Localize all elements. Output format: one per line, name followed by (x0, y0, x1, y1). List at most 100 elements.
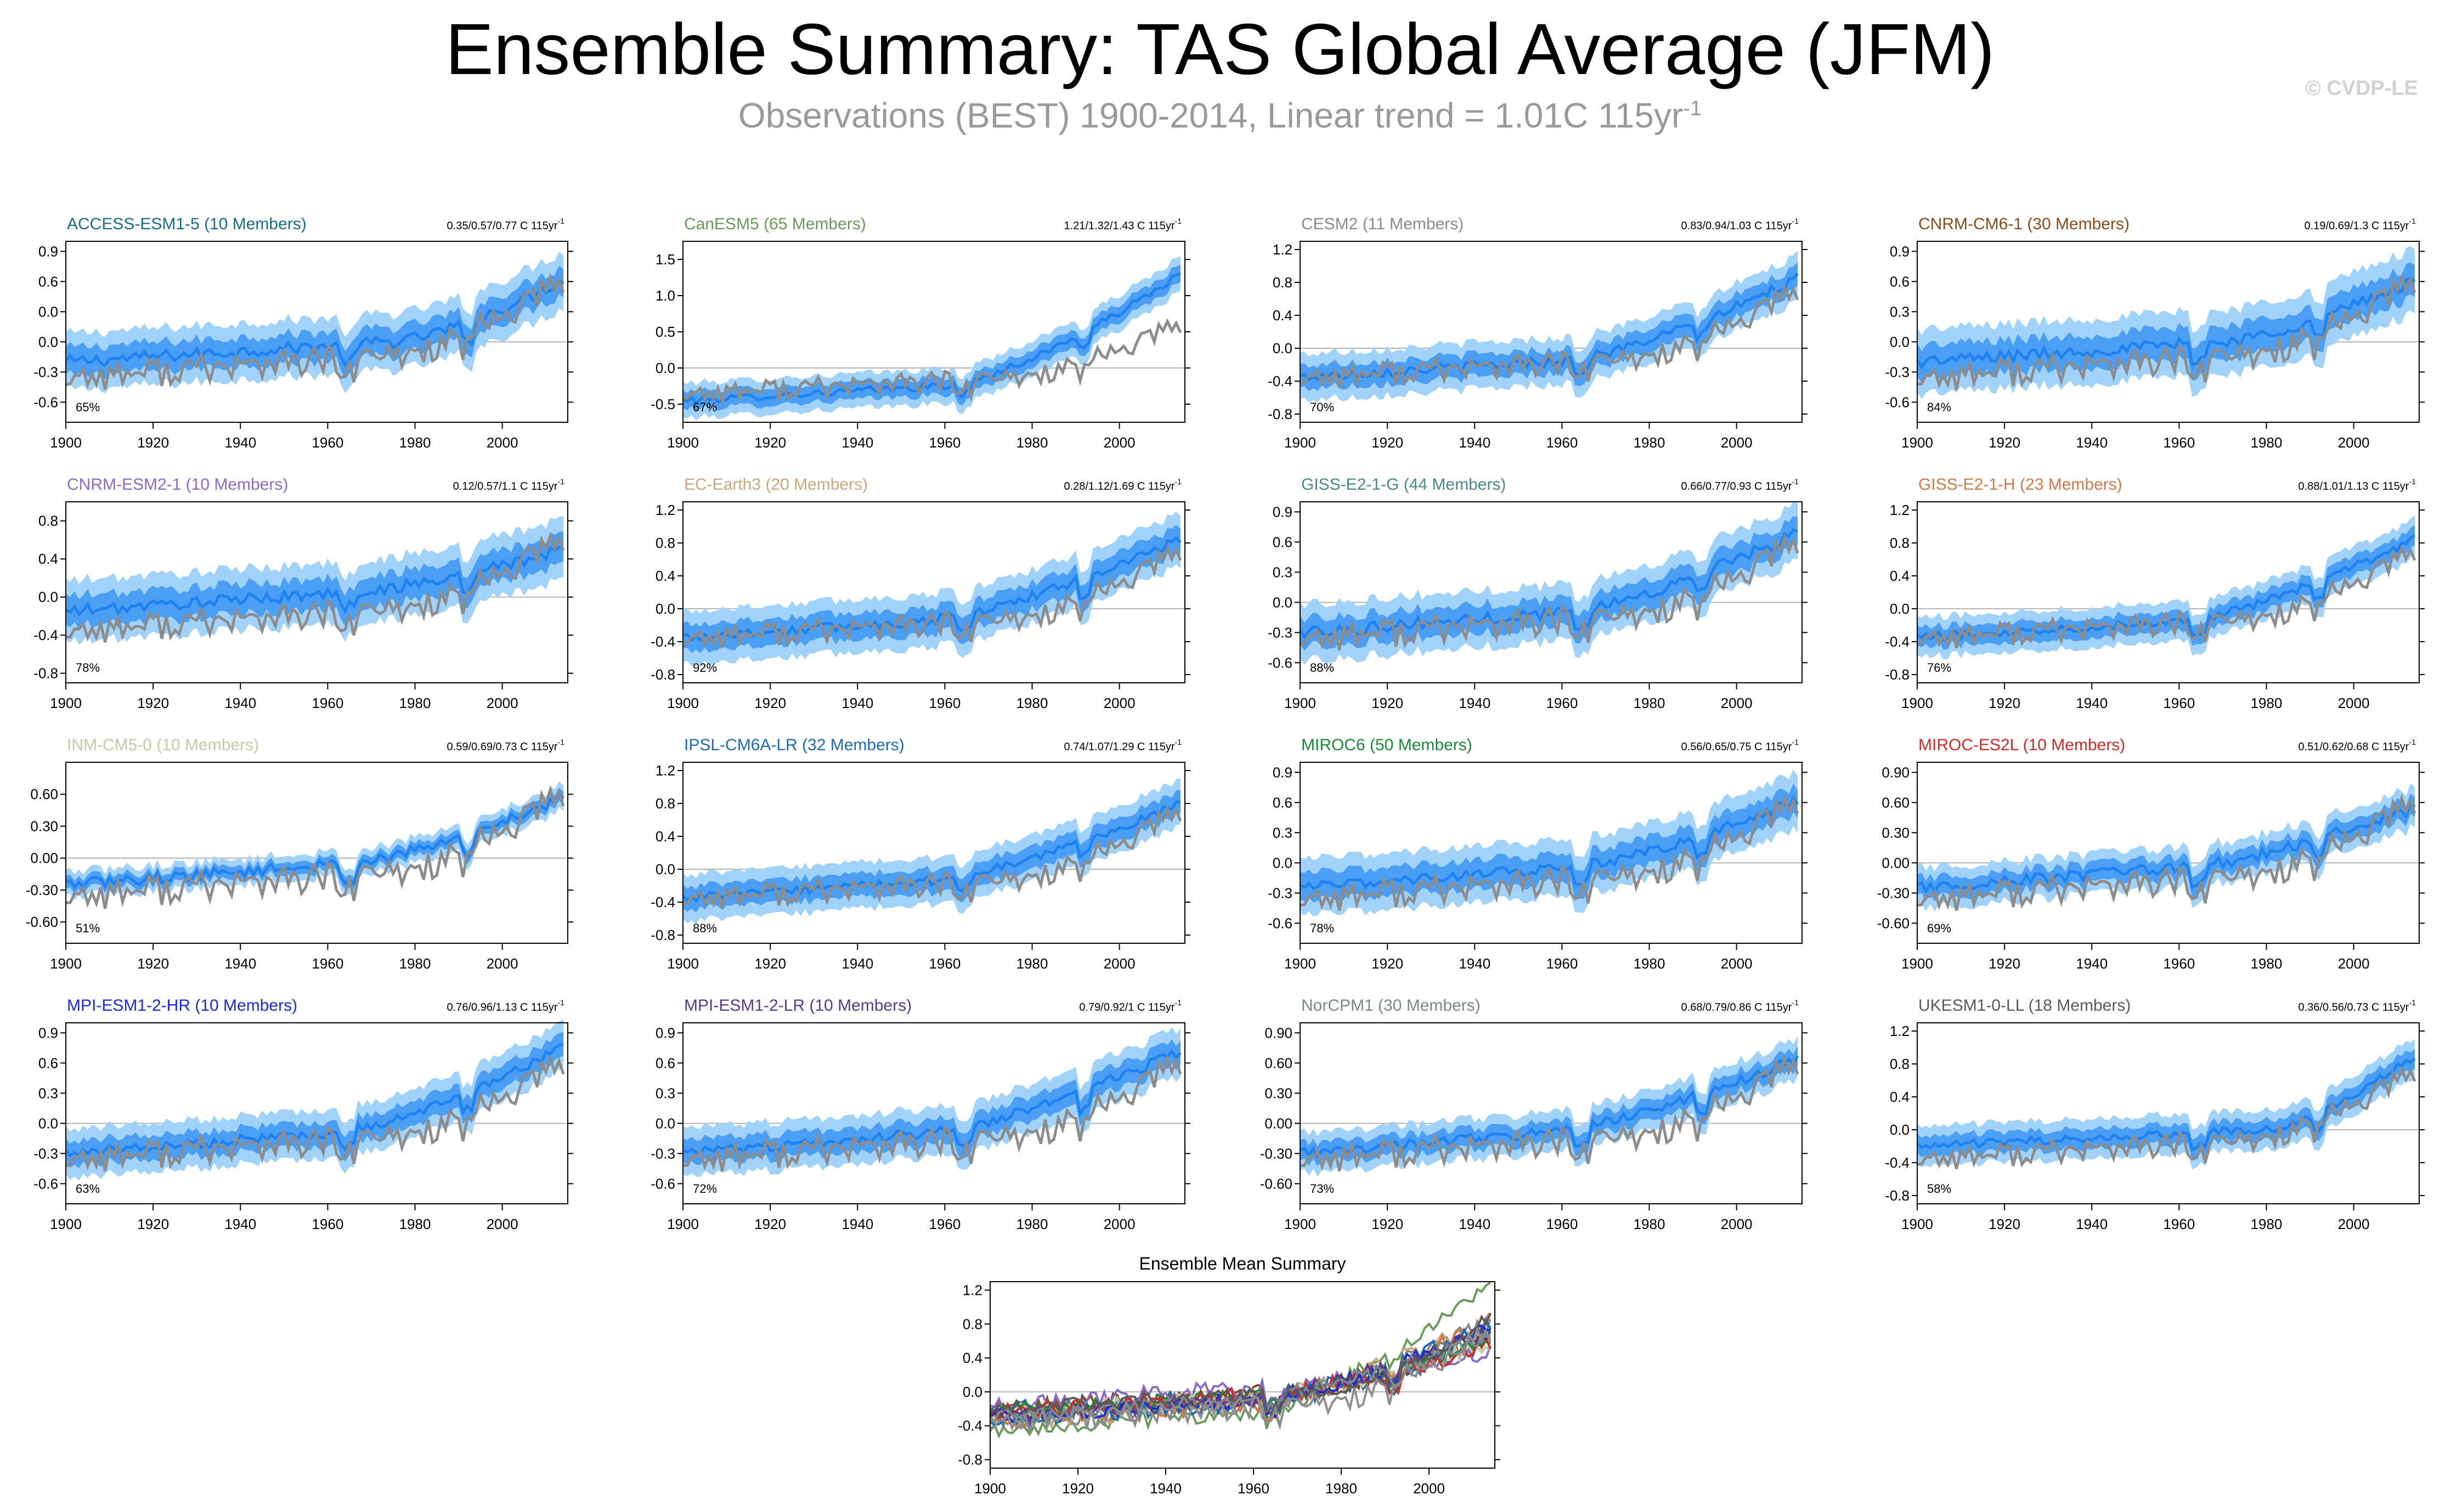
ytick-label: 0.60 (1264, 1055, 1292, 1071)
panel-frame (65, 762, 568, 944)
ytick-label: -0.8 (651, 666, 675, 683)
figure-title: Ensemble Summary: TAS Global Average (JF… (445, 9, 1995, 89)
ytick-label: 0.90 (1882, 764, 1910, 780)
percent-label: 73% (1310, 1182, 1334, 1196)
ensemble-inner-spread (1300, 262, 1798, 391)
percent-label: 78% (76, 661, 100, 675)
xtick-label: 1920 (1989, 434, 2020, 451)
ytick-label: 1.2 (1890, 1023, 1910, 1039)
ensemble-mean-line (1300, 273, 1799, 382)
ytick-label: -0.8 (1885, 666, 1910, 683)
ytick-label: 0.0 (1273, 854, 1292, 871)
panel-trend-label: 0.12/0.57/1.1 C 115yr-1 (453, 477, 565, 492)
xtick-label: 1920 (754, 955, 786, 972)
xtick-label: 1940 (2076, 955, 2108, 972)
xtick-label: 1940 (841, 434, 873, 451)
panel-frame (990, 1281, 1495, 1469)
panel-13: MPI-ESM1-2-HR (10 Members) 0.76/0.96/1.13… (33, 996, 573, 1232)
xtick-label: 2000 (2338, 434, 2370, 451)
panel-frame (682, 1022, 1185, 1204)
xtick-label: 1940 (2076, 695, 2108, 711)
ytick-label: -0.6 (1885, 394, 1910, 410)
ytick-label: -0.4 (651, 633, 675, 650)
ytick-label: -0.4 (958, 1418, 982, 1434)
percent-label: 92% (693, 661, 717, 675)
panel-trend-label: 0.79/0.92/1 C 115yr-1 (1079, 998, 1182, 1013)
ytick-label: -0.3 (1885, 364, 1910, 380)
ytick-label: 1.2 (656, 762, 675, 779)
xtick-label: 1900 (50, 1216, 82, 1232)
panel-trend-label: 0.36/0.56/0.73 C 115yr-1 (2298, 998, 2416, 1013)
ytick-label: 0.0 (1890, 1122, 1910, 1138)
xtick-label: 1980 (1016, 695, 1048, 711)
xtick-label: 1920 (754, 695, 786, 711)
xtick-label: 1980 (399, 1216, 431, 1232)
panel-frame (1917, 241, 2420, 423)
ytick-label: 0.3 (656, 1085, 675, 1101)
xtick-label: 1980 (1634, 955, 1665, 972)
ytick-label: 0.0 (656, 1115, 675, 1131)
subtitle-exponent: -1 (1683, 97, 1702, 120)
ytick-label: 0.0 (38, 333, 58, 350)
ytick-label: -0.4 (33, 627, 58, 643)
xtick-label: 1960 (312, 955, 343, 972)
xtick-label: 1940 (1150, 1480, 1182, 1497)
ensemble-mean-line (682, 535, 1182, 642)
ytick-label: -0.8 (958, 1452, 982, 1468)
xtick-label: 1900 (50, 434, 82, 451)
observation-line (1300, 533, 1799, 650)
xtick-label: 1960 (1546, 695, 1578, 711)
ytick-label: 0.0 (656, 601, 675, 617)
ytick-label: 0.4 (1890, 568, 1910, 584)
panel-1: ACCESS-ESM1-5 (10 Members) 0.35/0.57/0.77… (33, 215, 573, 451)
xtick-label: 1980 (1634, 434, 1665, 451)
trend-exponent: -1 (558, 217, 565, 225)
xtick-label: 1980 (399, 695, 431, 711)
panel-frame (1917, 1022, 2420, 1204)
ytick-label: 0.9 (656, 1024, 675, 1041)
xtick-label: 1980 (2251, 695, 2283, 711)
panel-frame (65, 1022, 568, 1204)
panel-trend-label: 0.74/1.07/1.29 C 115yr-1 (1064, 738, 1182, 753)
panel-17: Ensemble Mean Summary 1.2 0.8 0.4 0.0 -0.4 -0.… (958, 1254, 1500, 1497)
percent-label: 51% (76, 921, 100, 935)
ensemble-inner-spread (1300, 784, 1798, 903)
xtick-label: 2000 (1721, 695, 1753, 711)
ytick-label: 0.5 (656, 324, 675, 340)
xtick-label: 2000 (487, 1216, 518, 1232)
panel-8: GISS-E2-1-H (23 Members) 0.88/1.01/1.13 C… (1885, 475, 2425, 711)
panel-6: EC-Earth3 (20 Members) 0.28/1.12/1.69 C 1… (651, 475, 1190, 711)
ensemble-inner-spread (1300, 516, 1798, 651)
ytick-label: 0.6 (38, 273, 58, 290)
ytick-label: 0.0 (963, 1384, 982, 1400)
ytick-label: -0.60 (26, 914, 58, 930)
panel-title: CNRM-ESM2-1 (10 Members) (67, 475, 288, 494)
panel-title: NorCPM1 (30 Members) (1301, 996, 1481, 1015)
panel-frame (1917, 762, 2420, 944)
trend-exponent: -1 (1792, 217, 1799, 225)
xtick-label: 1960 (929, 955, 961, 972)
ytick-label: 0.8 (1890, 1056, 1910, 1072)
ytick-label: 0.8 (963, 1316, 982, 1332)
ytick-label: 0.3 (1890, 303, 1910, 320)
percent-label: 70% (1310, 400, 1334, 414)
trend-exponent: -1 (2409, 477, 2416, 486)
panel-7: GISS-E2-1-G (44 Members) 0.66/0.77/0.93 C… (1268, 475, 1808, 711)
ytick-label: -0.3 (33, 364, 58, 380)
observation-line (682, 1054, 1182, 1171)
xtick-label: 1920 (137, 955, 169, 972)
xtick-label: 1920 (137, 434, 169, 451)
xtick-label: 1940 (841, 695, 873, 711)
ytick-label: 0.8 (656, 535, 675, 551)
ytick-label: 0.0 (38, 589, 58, 605)
xtick-label: 1920 (1371, 955, 1403, 972)
ytick-label: -0.8 (1268, 406, 1292, 422)
percent-label: 72% (693, 1182, 717, 1196)
panel-trend-label: 0.59/0.69/0.73 C 115yr-1 (447, 738, 565, 753)
ytick-label: -0.3 (1268, 885, 1292, 901)
xtick-label: 2000 (487, 955, 518, 972)
xtick-label: 1980 (2251, 1216, 2283, 1232)
ytick-label: 0.0 (1890, 333, 1910, 350)
observation-line (1300, 1054, 1799, 1171)
panel-trend-label: 0.56/0.65/0.75 C 115yr-1 (1681, 738, 1799, 753)
